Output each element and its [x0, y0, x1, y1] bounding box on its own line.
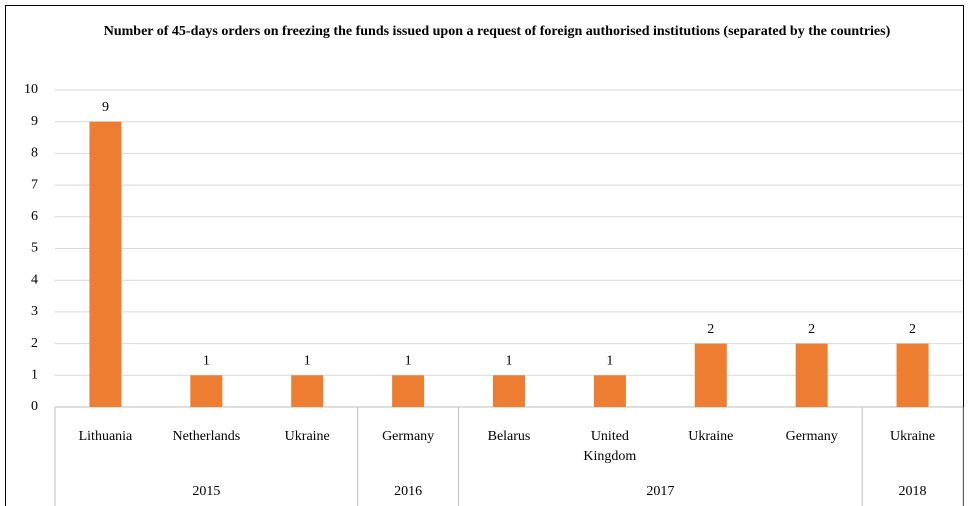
data-label: 2 — [808, 322, 815, 337]
bar — [694, 343, 727, 407]
bar — [493, 375, 525, 407]
y-tick-label: 2 — [31, 336, 38, 351]
x-tick-label: Germany — [785, 429, 838, 444]
group-label: 2017 — [646, 484, 674, 499]
bar — [291, 375, 324, 407]
data-label: 2 — [909, 322, 916, 337]
bar — [593, 375, 626, 407]
data-label: 1 — [203, 354, 210, 369]
chart-title: Number of 45-days orders on freezing the… — [103, 24, 891, 39]
x-tick-label: Ukraine — [284, 429, 330, 444]
y-tick-label: 1 — [31, 368, 38, 383]
bar — [896, 343, 929, 407]
data-label: 1 — [506, 354, 513, 369]
group-label: 2016 — [394, 484, 422, 499]
group-label: 2018 — [899, 484, 927, 499]
group-label: 2015 — [192, 484, 220, 499]
y-tick-label: 6 — [31, 209, 38, 224]
x-tick-label: Netherlands — [172, 429, 241, 444]
y-tick-label: 9 — [31, 114, 38, 129]
bar — [392, 375, 425, 407]
data-label: 1 — [405, 354, 412, 369]
x-tick-label: United Kingdom — [583, 429, 637, 464]
x-tick-label: Belarus — [487, 429, 531, 444]
y-tick-label: 10 — [24, 82, 38, 97]
data-label: 1 — [606, 354, 613, 369]
x-tick-label: Ukraine — [890, 429, 936, 444]
y-tick-label: 7 — [31, 177, 38, 192]
data-label: 9 — [102, 100, 109, 115]
chart-border — [5, 5, 964, 506]
data-label: 2 — [707, 322, 714, 337]
data-label: 1 — [304, 354, 311, 369]
bar — [190, 375, 223, 407]
bar — [795, 343, 828, 407]
y-tick-label: 0 — [31, 399, 38, 414]
y-tick-label: 4 — [31, 272, 38, 287]
x-tick-label: Germany — [382, 429, 435, 444]
y-tick-label: 3 — [31, 304, 38, 319]
bar — [89, 121, 122, 407]
x-tick-label: Ukraine — [688, 429, 734, 444]
y-tick-label: 8 — [31, 146, 38, 161]
x-tick-label: Lithuania — [78, 429, 133, 444]
y-tick-label: 5 — [31, 241, 38, 256]
